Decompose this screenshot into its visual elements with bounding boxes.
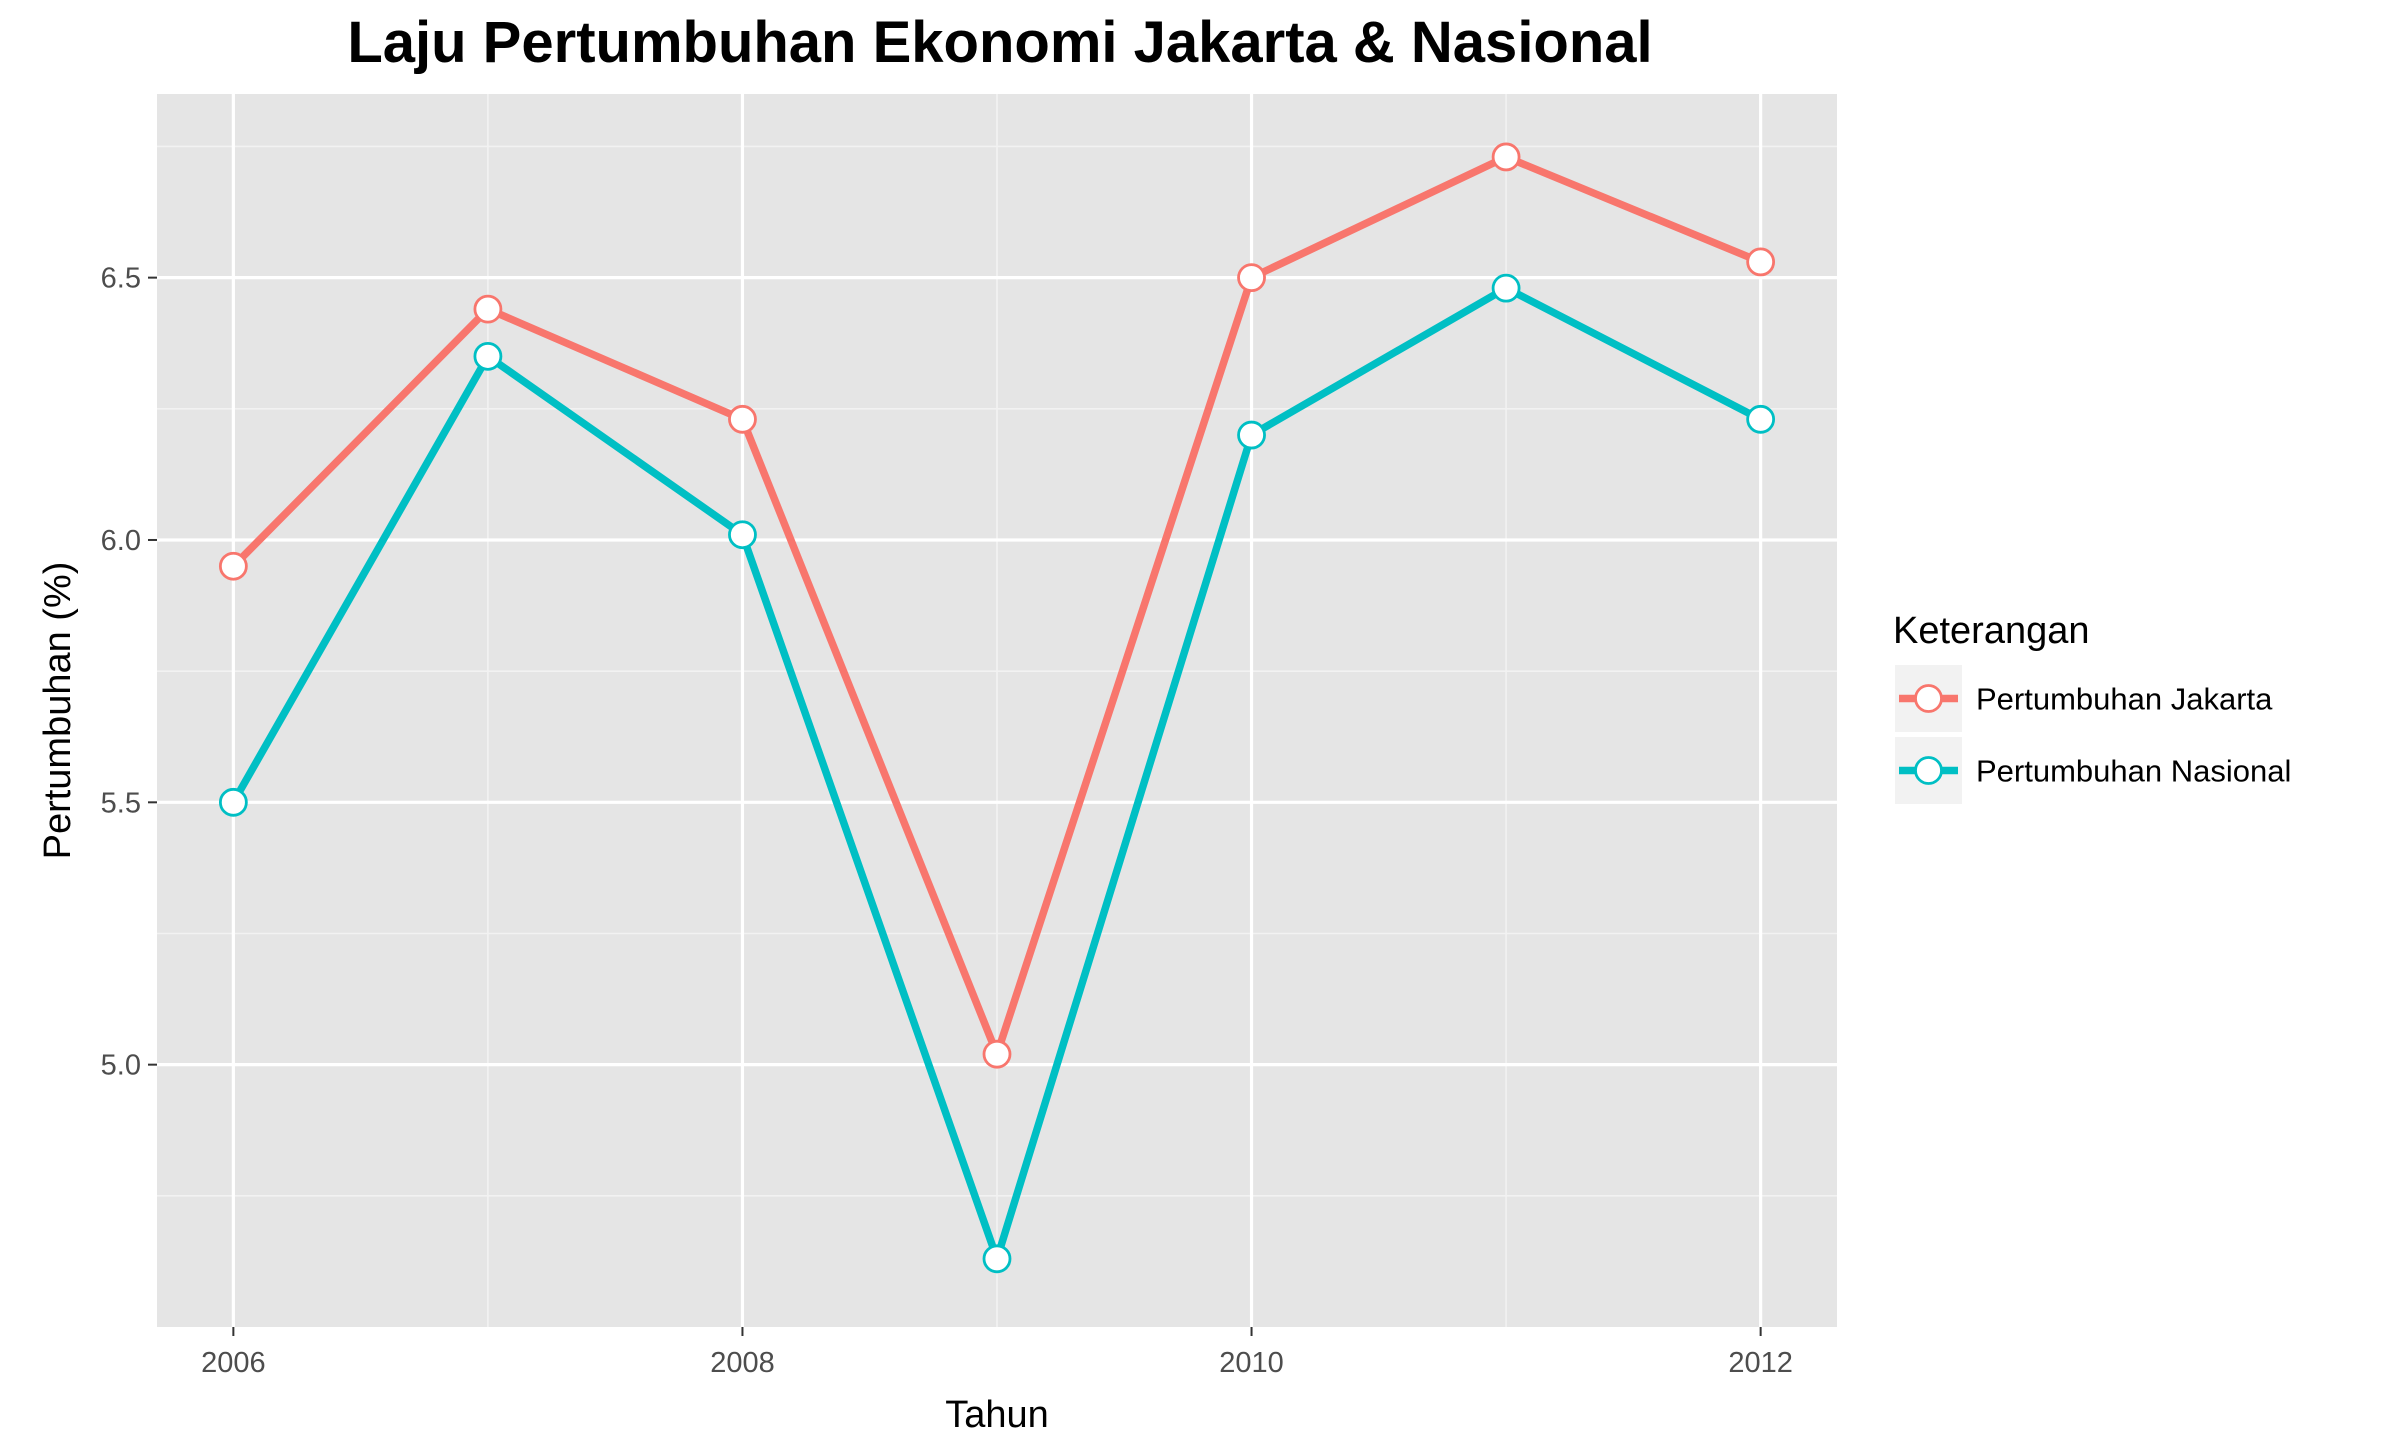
data-point [473,341,503,371]
x-tick-labels: 2006 2008 2010 2012 [201,1347,1793,1379]
legend-label: Pertumbuhan Jakarta [1976,682,2273,717]
series-points [218,142,1776,1274]
x-axis-title: Tahun [945,1394,1049,1436]
data-point [218,787,248,817]
legend-key-point [1914,684,1943,713]
chart-title: Laju Pertumbuhan Ekonomi Jakarta & Nasio… [347,10,1652,75]
data-point [728,404,757,434]
y-tick-label: 6.5 [101,263,141,295]
data-point [1491,142,1521,172]
y-axis-title: Pertumbuhan (%) [37,562,79,860]
y-tick-labels: 5.0 5.5 6.0 6.5 [101,263,141,1082]
data-point [218,551,248,581]
data-point [1491,273,1521,303]
x-tick-label: 2006 [201,1347,266,1379]
axis-ticks [148,276,1762,1336]
major-gridlines [157,94,1837,1327]
legend-label: Pertumbuhan Nasional [1976,754,2291,789]
data-point [1746,247,1776,277]
legend: Keterangan Pertumbuhan JakartaPertumbuha… [1893,610,2291,804]
x-tick-label: 2012 [1728,1347,1793,1379]
y-tick-label: 5.0 [101,1050,141,1082]
x-tick-label: 2008 [710,1347,775,1379]
x-tick-label: 2010 [1219,1347,1284,1379]
data-point [982,1039,1012,1069]
data-point [1237,263,1266,293]
legend-keys: Pertumbuhan Jakarta Pertumbuhan Nasional [1895,665,2291,804]
y-tick-label: 5.5 [101,787,141,819]
data-point [473,294,503,324]
data-point [982,1244,1012,1274]
data-point [1746,404,1776,434]
legend-title: Keterangan [1893,610,2090,652]
data-point [1237,420,1266,450]
y-tick-label: 6.0 [101,525,141,557]
data-point [728,520,757,550]
legend-key-point [1914,756,1943,785]
